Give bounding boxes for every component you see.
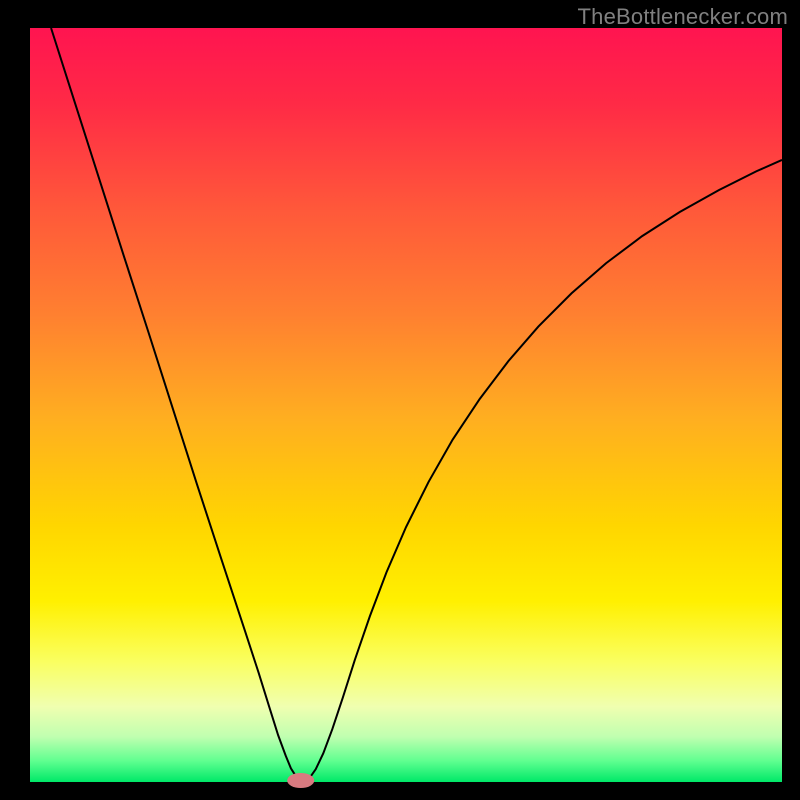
- gradient-background: [30, 28, 782, 782]
- bottleneck-chart: [0, 0, 800, 800]
- watermark-text: TheBottlenecker.com: [578, 4, 788, 30]
- optimum-marker: [287, 773, 314, 788]
